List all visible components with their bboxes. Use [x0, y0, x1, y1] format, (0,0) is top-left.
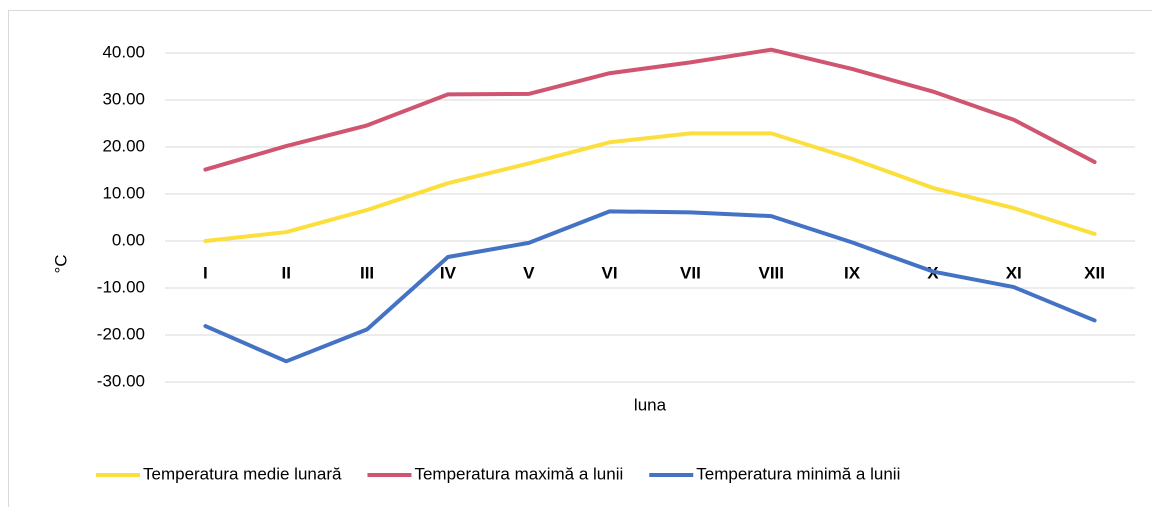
- x-tick-label: VI: [602, 263, 618, 282]
- y-tick-label: 20.00: [102, 136, 145, 155]
- y-tick-label: 30.00: [102, 89, 145, 108]
- x-axis-label: luna: [634, 395, 667, 414]
- x-tick-label: II: [282, 263, 291, 282]
- y-tick-label: 0.00: [112, 230, 145, 249]
- legend-label: Temperatura maximă a lunii: [414, 464, 623, 483]
- series-line: [203, 209, 1097, 364]
- y-tick-label: -30.00: [97, 371, 145, 390]
- y-tick-label: -20.00: [97, 324, 145, 343]
- legend-label: Temperatura medie lunară: [143, 464, 342, 483]
- x-tick-label: XII: [1084, 263, 1105, 282]
- chart-frame: [8, 10, 1152, 507]
- x-tick-label: VII: [680, 263, 701, 282]
- y-tick-label: 40.00: [102, 42, 145, 61]
- x-tick-label: IX: [844, 263, 861, 282]
- series-line: [203, 131, 1097, 243]
- x-tick-label: XI: [1006, 263, 1022, 282]
- x-tick-label: VIII: [758, 263, 784, 282]
- series-line: [203, 47, 1097, 172]
- legend-label: Temperatura minimă a lunii: [696, 464, 900, 483]
- x-tick-label: III: [360, 263, 374, 282]
- y-tick-label: -10.00: [97, 277, 145, 296]
- y-tick-label: 10.00: [102, 183, 145, 202]
- y-axis-label: °C: [51, 254, 70, 273]
- x-tick-label: V: [523, 263, 535, 282]
- x-tick-label: IV: [440, 263, 457, 282]
- x-tick-label: I: [203, 263, 208, 282]
